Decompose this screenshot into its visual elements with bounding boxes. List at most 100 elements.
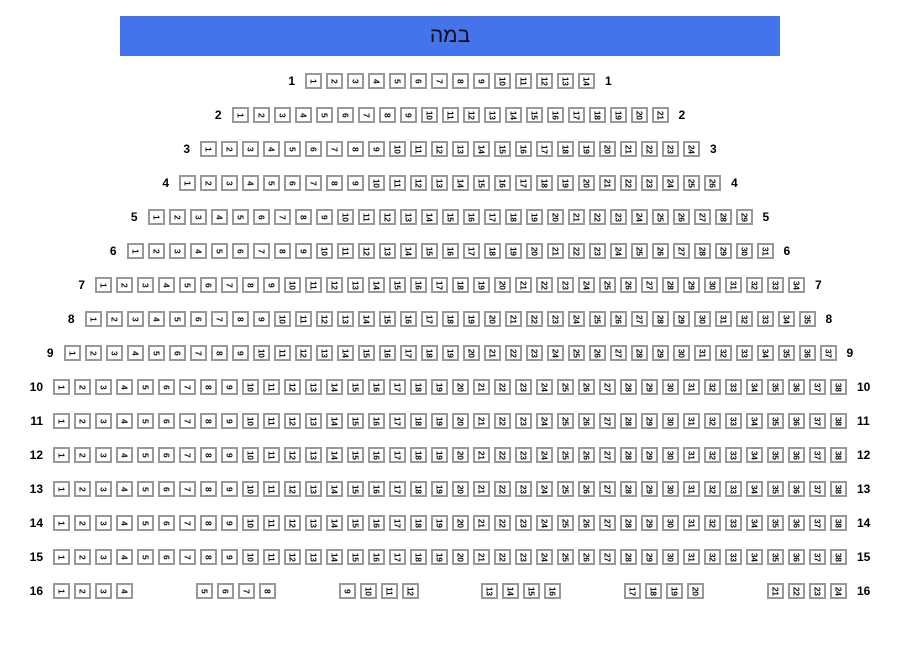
seat[interactable]: 30 — [693, 311, 711, 327]
seat[interactable]: 14 — [504, 107, 522, 123]
seat[interactable]: 38 — [830, 515, 847, 531]
seat[interactable]: 10 — [494, 73, 511, 89]
seat[interactable]: 25 — [557, 447, 574, 463]
seat[interactable]: 20 — [452, 515, 469, 531]
seat[interactable]: 20 — [452, 413, 469, 429]
seat[interactable]: 12 — [536, 73, 553, 89]
seat[interactable]: 22 — [536, 277, 553, 293]
seat[interactable]: 11 — [263, 549, 280, 565]
seat[interactable]: 37 — [809, 413, 826, 429]
seat[interactable]: 12 — [410, 175, 427, 191]
seat[interactable]: 1 — [126, 243, 144, 259]
seat[interactable]: 24 — [536, 447, 553, 463]
seat[interactable]: 13 — [305, 515, 322, 531]
seat[interactable]: 35 — [767, 413, 784, 429]
seat[interactable]: 35 — [798, 311, 816, 327]
seat[interactable]: 27 — [599, 515, 616, 531]
seat[interactable]: 17 — [389, 481, 406, 497]
seat[interactable]: 9 — [221, 549, 238, 565]
seat[interactable]: 34 — [746, 481, 763, 497]
seat[interactable]: 16 — [368, 549, 385, 565]
seat[interactable]: 10 — [273, 311, 291, 327]
seat[interactable]: 4 — [189, 243, 207, 259]
seat[interactable]: 14 — [357, 311, 375, 327]
seat[interactable]: 11 — [336, 243, 354, 259]
seat[interactable]: 1 — [53, 583, 70, 599]
seat[interactable]: 9 — [221, 447, 238, 463]
seat[interactable]: 22 — [494, 413, 511, 429]
seat[interactable]: 9 — [347, 175, 364, 191]
seat[interactable]: 17 — [624, 583, 642, 599]
seat[interactable]: 12 — [401, 583, 419, 599]
seat[interactable]: 32 — [746, 277, 763, 293]
seat[interactable]: 2 — [326, 73, 343, 89]
seat[interactable]: 19 — [431, 515, 448, 531]
seat[interactable]: 14 — [578, 73, 595, 89]
seat[interactable]: 26 — [578, 549, 595, 565]
seat[interactable]: 3 — [95, 379, 112, 395]
seat[interactable]: 12 — [378, 209, 396, 225]
seat[interactable]: 3 — [95, 549, 112, 565]
seat[interactable]: 10 — [336, 209, 354, 225]
seat[interactable]: 7 — [179, 379, 196, 395]
seat[interactable]: 1 — [179, 175, 196, 191]
seat[interactable]: 4 — [263, 141, 280, 157]
seat[interactable]: 23 — [641, 175, 658, 191]
seat[interactable]: 30 — [672, 345, 690, 361]
seat[interactable]: 5 — [389, 73, 406, 89]
seat[interactable]: 11 — [263, 447, 280, 463]
seat[interactable]: 4 — [116, 447, 133, 463]
seat[interactable]: 19 — [431, 413, 448, 429]
seat[interactable]: 12 — [284, 515, 301, 531]
seat[interactable]: 29 — [651, 345, 669, 361]
seat[interactable]: 21 — [473, 447, 490, 463]
seat[interactable]: 4 — [116, 549, 133, 565]
seat[interactable]: 23 — [808, 583, 826, 599]
seat[interactable]: 18 — [410, 549, 427, 565]
seat[interactable]: 6 — [158, 515, 175, 531]
seat[interactable]: 28 — [620, 413, 637, 429]
seat[interactable]: 3 — [242, 141, 259, 157]
seat[interactable]: 36 — [788, 549, 805, 565]
seat[interactable]: 26 — [578, 481, 595, 497]
seat[interactable]: 25 — [557, 515, 574, 531]
seat[interactable]: 13 — [452, 141, 469, 157]
seat[interactable]: 21 — [473, 515, 490, 531]
seat[interactable]: 6 — [231, 243, 249, 259]
seat[interactable]: 23 — [515, 379, 532, 395]
seat[interactable]: 35 — [777, 345, 795, 361]
seat[interactable]: 14 — [473, 141, 490, 157]
seat[interactable]: 1 — [147, 209, 165, 225]
seat[interactable]: 31 — [683, 447, 700, 463]
seat[interactable]: 23 — [525, 345, 543, 361]
seat[interactable]: 18 — [536, 175, 553, 191]
seat[interactable]: 3 — [221, 175, 238, 191]
seat[interactable]: 11 — [357, 209, 375, 225]
seat[interactable]: 7 — [179, 413, 196, 429]
seat[interactable]: 15 — [347, 515, 364, 531]
seat[interactable]: 34 — [746, 549, 763, 565]
seat[interactable]: 12 — [326, 277, 343, 293]
seat[interactable]: 30 — [662, 481, 679, 497]
seat[interactable]: 7 — [326, 141, 343, 157]
seat[interactable]: 8 — [258, 583, 276, 599]
seat[interactable]: 31 — [683, 379, 700, 395]
seat[interactable]: 17 — [389, 379, 406, 395]
seat[interactable]: 21 — [473, 481, 490, 497]
seat[interactable]: 11 — [389, 175, 406, 191]
seat[interactable]: 24 — [536, 515, 553, 531]
seat[interactable]: 4 — [116, 583, 133, 599]
seat[interactable]: 16 — [368, 481, 385, 497]
seat[interactable]: 5 — [195, 583, 213, 599]
seat[interactable]: 17 — [420, 311, 438, 327]
seat[interactable]: 21 — [473, 379, 490, 395]
seat[interactable]: 29 — [735, 209, 753, 225]
seat[interactable]: 33 — [767, 277, 784, 293]
seat[interactable]: 22 — [641, 141, 658, 157]
seat[interactable]: 11 — [263, 379, 280, 395]
seat[interactable]: 3 — [95, 413, 112, 429]
seat[interactable]: 7 — [273, 209, 291, 225]
seat[interactable]: 26 — [578, 515, 595, 531]
seat[interactable]: 5 — [137, 413, 154, 429]
seat[interactable]: 7 — [179, 515, 196, 531]
